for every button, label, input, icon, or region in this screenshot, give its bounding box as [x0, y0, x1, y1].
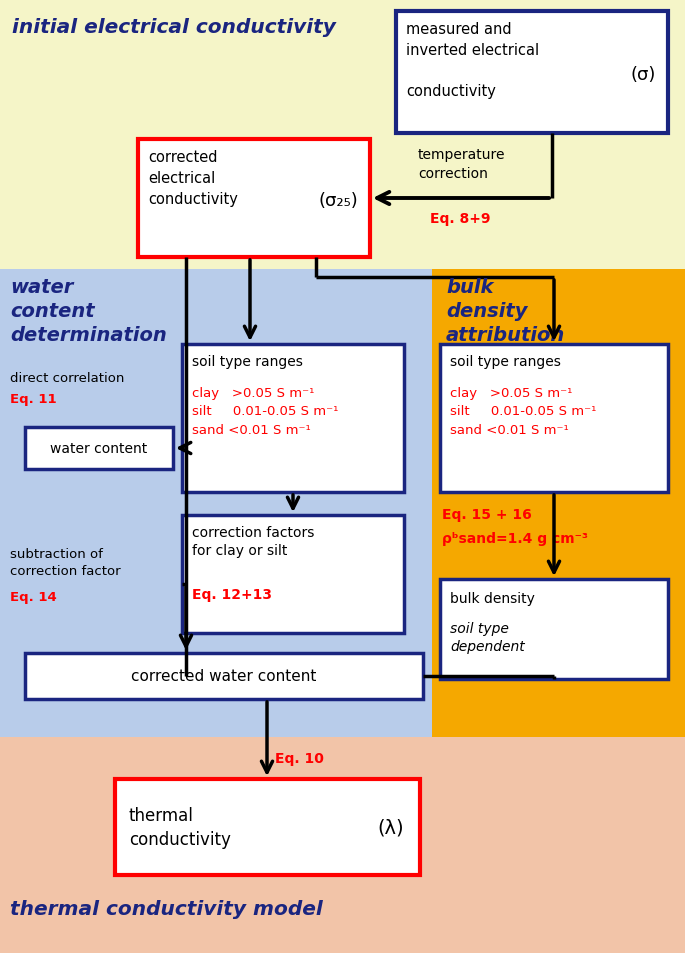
Text: temperature
correction: temperature correction [418, 148, 506, 181]
Bar [25, 428, 173, 470]
Text: soil type
dependent: soil type dependent [450, 621, 525, 654]
Text: thermal conductivity model: thermal conductivity model [10, 899, 323, 918]
Bar [138, 140, 370, 257]
Text: measured and
inverted electrical: measured and inverted electrical [406, 22, 539, 58]
Text: soil type ranges: soil type ranges [450, 355, 561, 369]
Text: Eq. 15 + 16: Eq. 15 + 16 [442, 507, 532, 521]
Bar [25, 654, 423, 700]
Text: Eq. 12+13: Eq. 12+13 [192, 587, 272, 601]
Text: Eq. 8+9: Eq. 8+9 [430, 212, 490, 226]
Bar [432, 270, 685, 738]
Bar [396, 12, 668, 133]
Bar [440, 345, 668, 493]
Bar [115, 780, 420, 875]
Text: initial electrical conductivity: initial electrical conductivity [12, 18, 336, 37]
Text: thermal
conductivity: thermal conductivity [129, 806, 231, 848]
Text: water content: water content [51, 441, 148, 456]
Text: Eq. 11: Eq. 11 [10, 393, 57, 406]
Text: soil type ranges: soil type ranges [192, 355, 303, 369]
Text: Eq. 14: Eq. 14 [10, 590, 57, 603]
Text: direct correlation: direct correlation [10, 372, 125, 385]
Bar [182, 516, 404, 634]
Text: correction factors
for clay or silt: correction factors for clay or silt [192, 525, 314, 558]
Bar [0, 270, 432, 738]
Text: bulk density: bulk density [450, 592, 535, 605]
Text: (λ): (λ) [377, 818, 404, 837]
Text: ρᵇsand=1.4 g cm⁻³: ρᵇsand=1.4 g cm⁻³ [442, 532, 588, 545]
Text: corrected water content: corrected water content [132, 669, 316, 684]
Bar [0, 0, 685, 270]
Text: Eq. 10: Eq. 10 [275, 751, 324, 765]
Text: bulk
density
attribution: bulk density attribution [446, 277, 565, 345]
Text: (σ₂₅): (σ₂₅) [319, 192, 358, 210]
Text: clay   >0.05 S m⁻¹
silt     0.01-0.05 S m⁻¹
sand <0.01 S m⁻¹: clay >0.05 S m⁻¹ silt 0.01-0.05 S m⁻¹ sa… [192, 387, 338, 436]
Bar [440, 579, 668, 679]
Text: corrected
electrical
conductivity: corrected electrical conductivity [148, 150, 238, 207]
Text: subtraction of
correction factor: subtraction of correction factor [10, 547, 121, 578]
Text: (σ): (σ) [631, 66, 656, 84]
Bar [0, 738, 685, 953]
Text: water
content
determination: water content determination [10, 277, 166, 345]
Bar [182, 345, 404, 493]
Text: conductivity: conductivity [406, 84, 496, 99]
Text: clay   >0.05 S m⁻¹
silt     0.01-0.05 S m⁻¹
sand <0.01 S m⁻¹: clay >0.05 S m⁻¹ silt 0.01-0.05 S m⁻¹ sa… [450, 387, 597, 436]
